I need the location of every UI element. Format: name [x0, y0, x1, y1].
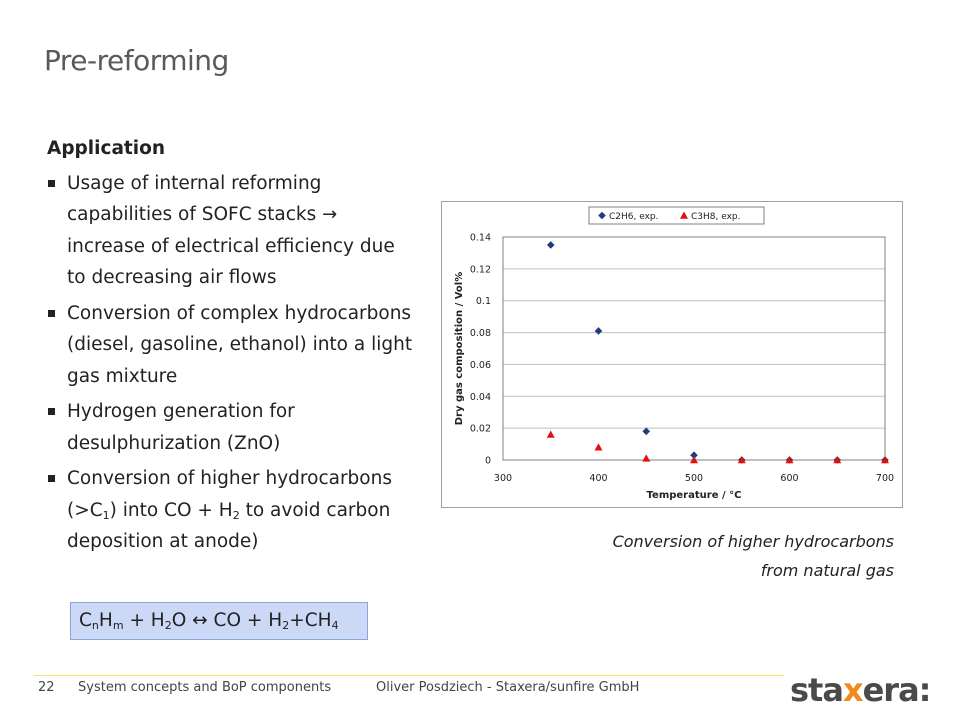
y-tick-label: 0.12	[470, 264, 491, 275]
bullet-item: Conversion of higher hydrocarbons (>C1) …	[47, 463, 417, 558]
legend-label: C3H8, exp.	[691, 212, 741, 222]
bullet-marker-icon	[48, 309, 55, 317]
bullet-item: Usage of internal reforming capabilities…	[47, 168, 417, 294]
logo-x-mark: x	[842, 671, 864, 709]
eq-part: H	[98, 610, 113, 631]
bullet-text: increase of electrical efficiency due to…	[67, 235, 395, 289]
plot-area	[502, 236, 886, 461]
eq-subscript: m	[112, 619, 124, 632]
eq-subscript: 2	[164, 619, 172, 632]
content-area: Application Usage of internal reforming …	[47, 133, 417, 562]
reaction-equation: CnHm + H2O ↔ CO + H2+CH4	[70, 602, 368, 640]
bullet-text: Hydrogen generation for desulphurization…	[67, 401, 295, 454]
bullet-text: Conversion of complex hydrocarbons (dies…	[67, 302, 413, 387]
data-point-c3h8	[881, 456, 889, 464]
bullet-marker-icon	[48, 179, 55, 187]
y-tick-label: 0.04	[470, 392, 491, 403]
data-point-c3h8	[690, 456, 698, 464]
slide-title: Pre-reforming	[44, 44, 229, 77]
bullet-text: to avoid carbon deposition at anode)	[67, 499, 391, 553]
section-heading: Application	[47, 138, 166, 159]
bullet-item: Conversion of complex hydrocarbons (dies…	[47, 298, 417, 393]
footer-divider	[34, 675, 784, 676]
y-axis-label: Dry gas composition / Vol%	[454, 272, 465, 426]
scatter-chart: 0 0.02 0.04 0.06 0.08 0.1 0.12 0.14 300 400 500 600…	[454, 206, 894, 501]
eq-subscript: 4	[331, 619, 339, 632]
bullet-item: Hydrogen generation for desulphurization…	[47, 396, 417, 459]
footer-section: System concepts and BoP components	[78, 680, 332, 695]
y-tick-label: 0.02	[470, 424, 491, 435]
legend-box	[588, 206, 765, 225]
eq-part: C	[79, 610, 92, 631]
subscript: 2	[232, 508, 240, 522]
right-arrow-icon: →	[322, 204, 338, 225]
data-point-c3h8	[594, 443, 603, 451]
data-point-c3h8	[785, 456, 794, 464]
staxera-logo: staxera:	[790, 671, 932, 709]
bullet-text: Conversion of higher hydrocarbons (>C	[67, 468, 392, 521]
caption-line: from natural gas	[760, 560, 894, 580]
caption-line: Conversion of higher hydrocarbons	[612, 532, 894, 551]
y-tick-label: 0.08	[470, 328, 491, 339]
bullet-text: Usage of internal reforming capabilities…	[67, 172, 323, 226]
data-point-c3h8	[737, 456, 746, 464]
data-point-c2h6	[546, 241, 555, 249]
eq-part: + H	[123, 610, 165, 631]
logo-text: era:	[862, 671, 932, 709]
subscript: 1	[102, 508, 110, 522]
x-tick-label: 400	[589, 473, 607, 484]
data-point-c2h6	[594, 327, 603, 335]
data-point-c3h8	[546, 430, 555, 438]
data-point-c2h6	[642, 427, 651, 436]
chart-caption: Conversion of higher hydrocarbons from n…	[613, 528, 894, 585]
x-tick-label: 500	[685, 473, 703, 484]
y-tick-label: 0.14	[470, 233, 491, 244]
bullet-text: ) into CO + H	[109, 499, 233, 521]
x-axis-label: Temperature / °C	[647, 490, 742, 501]
logo-text: sta	[790, 671, 844, 709]
chart-frame: 0 0.02 0.04 0.06 0.08 0.1 0.12 0.14 300 400 500 600…	[441, 201, 903, 508]
y-tick-label: 0.06	[470, 360, 491, 371]
eq-subscript: n	[91, 619, 99, 632]
bullet-marker-icon	[48, 408, 55, 415]
legend-marker	[680, 211, 688, 219]
eq-subscript: 2	[282, 619, 290, 632]
y-tick-label: 0.1	[476, 296, 491, 307]
y-tick-label: 0	[485, 456, 491, 467]
eq-part: +CH	[289, 610, 332, 631]
x-tick-label: 700	[876, 473, 894, 484]
bullet-marker-icon	[48, 475, 55, 482]
data-point-c3h8	[833, 456, 842, 464]
eq-part: O ↔ CO + H	[171, 610, 283, 631]
legend-label: C2H6, exp.	[609, 212, 659, 222]
page-number: 22	[38, 680, 55, 695]
x-tick-label: 600	[780, 473, 798, 484]
x-tick-label: 300	[494, 473, 512, 484]
footer-author: Oliver Posdziech - Staxera/sunfire GmbH	[376, 680, 640, 695]
data-point-c3h8	[642, 454, 651, 462]
